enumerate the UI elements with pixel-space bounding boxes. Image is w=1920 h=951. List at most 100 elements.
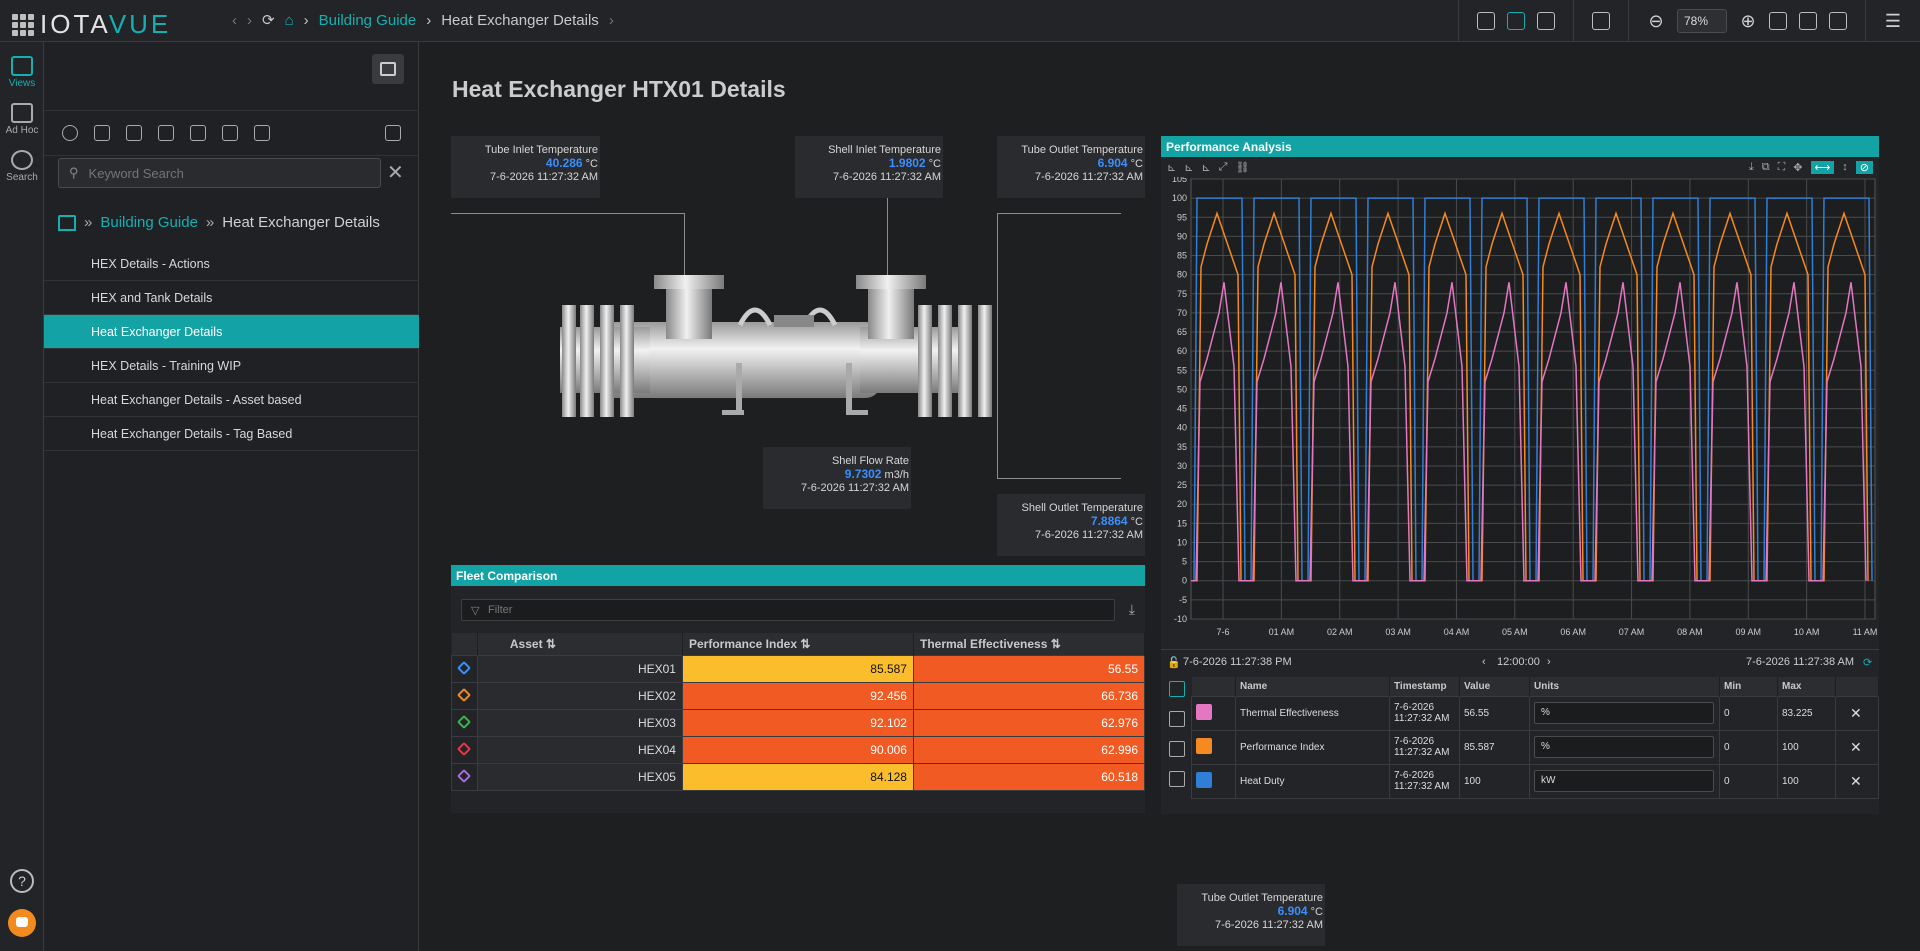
chevron-right-icon[interactable]: › bbox=[608, 11, 614, 29]
performance-chart[interactable]: -10 -5 0 5 10 15 20 25 30 35 40 45 50 55 60 65 70 75 80 85 9… bbox=[1161, 177, 1879, 647]
edit-list-icon[interactable] bbox=[222, 125, 238, 141]
refresh-icon[interactable]: ⟳ bbox=[262, 12, 275, 29]
back-icon[interactable]: ‹ bbox=[232, 11, 237, 29]
legend-row[interactable]: Performance Index 7-6-2026 11:27:32 AM 85.… bbox=[1191, 729, 1879, 765]
axis-icon[interactable]: ⊾ bbox=[1167, 161, 1177, 174]
shell-flow-callout[interactable]: Shell Flow Rate 9.7302 m3/h 7-6-2026 11:… bbox=[763, 447, 911, 509]
camera-icon[interactable] bbox=[1592, 12, 1610, 30]
color-cell[interactable] bbox=[1191, 729, 1236, 765]
search-input[interactable] bbox=[88, 165, 349, 181]
list-item[interactable]: Heat Exchanger Details - Tag Based bbox=[44, 417, 419, 451]
list-item[interactable]: HEX Details - Training WIP bbox=[44, 349, 419, 383]
close-icon[interactable]: ✕ bbox=[1850, 772, 1862, 789]
home-icon[interactable]: ⌂ bbox=[284, 11, 294, 29]
list-item[interactable]: HEX and Tank Details bbox=[44, 281, 419, 315]
zoom-in-icon[interactable]: ⊕ bbox=[1740, 10, 1756, 31]
trend-edit-icon[interactable]: ⤢ bbox=[1218, 160, 1228, 173]
table-row[interactable]: HEX04 90.006 62.996 bbox=[451, 735, 1146, 764]
table-row[interactable]: HEX01 85.587 56.55 bbox=[451, 654, 1146, 683]
list-item[interactable]: Heat Exchanger Details - Asset based bbox=[44, 383, 419, 417]
gear-icon[interactable] bbox=[1169, 771, 1185, 787]
download-icon[interactable]: ⤓ bbox=[1128, 601, 1135, 617]
presentation-icon[interactable] bbox=[1799, 12, 1817, 30]
rail-adhoc[interactable]: Ad Hoc bbox=[0, 103, 44, 136]
zoom-out-icon[interactable]: ⊖ bbox=[1648, 10, 1664, 31]
vertical-scale-icon[interactable]: ↕ bbox=[1842, 160, 1848, 173]
rail-search[interactable]: Search bbox=[0, 150, 44, 183]
interval[interactable]: 12:00:00 bbox=[1497, 656, 1540, 668]
tube-outlet-callout-2[interactable]: Tube Outlet Temperature 6.904 °C 7-6-202… bbox=[1177, 884, 1325, 946]
save-icon[interactable] bbox=[1537, 12, 1555, 30]
units-input[interactable]: % bbox=[1534, 736, 1714, 758]
list-icon[interactable] bbox=[254, 125, 270, 141]
units-input[interactable]: % bbox=[1534, 702, 1714, 724]
column-header-therm[interactable]: Thermal Effectiveness ⇅ bbox=[913, 633, 1146, 655]
avatar[interactable] bbox=[8, 909, 36, 937]
top-breadcrumb: ‹ › ⟳ ⌂ › Building Guide › Heat Exchange… bbox=[232, 11, 614, 30]
lock-icon[interactable]: 🔓 bbox=[1167, 657, 1181, 669]
column-header-perf[interactable]: Performance Index ⇅ bbox=[682, 633, 914, 655]
app-logo[interactable]: IOTAVUE bbox=[12, 9, 171, 40]
close-icon[interactable]: ✕ bbox=[1850, 704, 1862, 721]
left-rail: Views Ad Hoc Search ? bbox=[0, 42, 44, 951]
forward-icon[interactable]: › bbox=[247, 11, 252, 29]
sigma-icon[interactable] bbox=[1169, 741, 1185, 757]
menu-icon[interactable]: ☰ bbox=[1884, 10, 1902, 31]
close-icon[interactable]: ✕ bbox=[1850, 738, 1862, 755]
column-header-asset[interactable]: Asset ⇅ bbox=[477, 633, 683, 655]
legend-row[interactable]: Thermal Effectiveness 7-6-2026 11:27:32 A… bbox=[1191, 695, 1879, 731]
color-swatch[interactable] bbox=[1196, 771, 1212, 788]
breadcrumb-root[interactable]: Building Guide bbox=[318, 11, 417, 29]
table-row[interactable]: HEX05 84.128 60.518 bbox=[451, 762, 1146, 791]
axis-pan-icon[interactable]: ⊾ bbox=[1201, 161, 1211, 174]
filter-input[interactable]: Filter bbox=[461, 599, 1115, 621]
sidebar-breadcrumb-root[interactable]: Building Guide bbox=[100, 214, 198, 231]
shell-inlet-callout[interactable]: Shell Inlet Temperature 1.9802 °C 7-6-20… bbox=[795, 136, 943, 198]
download-icon[interactable]: ⤓ bbox=[1748, 160, 1754, 173]
list-item-selected[interactable]: Heat Exchanger Details bbox=[44, 315, 419, 349]
rail-views[interactable]: Views bbox=[0, 56, 44, 89]
help-icon[interactable]: ? bbox=[10, 869, 34, 893]
lock-icon[interactable] bbox=[158, 125, 174, 141]
live-icon[interactable]: ⊘ bbox=[1855, 160, 1873, 174]
legend-row[interactable]: Heat Duty 7-6-2026 11:27:32 AM 100 kW 0 100 ✕ bbox=[1191, 763, 1879, 799]
chevron-left-icon[interactable]: ‹ bbox=[1482, 656, 1486, 668]
table-row[interactable]: HEX02 92.456 66.736 bbox=[451, 681, 1146, 710]
close-icon[interactable]: ✕ bbox=[387, 162, 404, 184]
add-icon[interactable] bbox=[62, 125, 78, 141]
link-icon[interactable]: ⛓ bbox=[1235, 161, 1250, 174]
calendar-icon[interactable] bbox=[1477, 12, 1495, 30]
start-time[interactable]: 7-6-2026 11:27:38 PM bbox=[1183, 656, 1292, 668]
copy-icon[interactable]: ⧉ bbox=[1761, 160, 1770, 173]
color-cell[interactable] bbox=[1191, 763, 1236, 799]
lock-icon[interactable] bbox=[1507, 12, 1525, 30]
units-input[interactable]: kW bbox=[1534, 770, 1714, 792]
home-icon[interactable] bbox=[58, 214, 76, 231]
collapse-panel-button[interactable] bbox=[372, 54, 404, 84]
tube-inlet-callout[interactable]: Tube Inlet Temperature 40.286 °C 7-6-202… bbox=[451, 136, 600, 198]
refresh-icon[interactable]: ⟳ bbox=[1863, 657, 1873, 669]
settings-card-icon[interactable] bbox=[190, 125, 206, 141]
zoom-input[interactable]: 78% bbox=[1677, 9, 1727, 33]
save-icon[interactable] bbox=[126, 125, 142, 141]
axis-zoom-icon[interactable]: ⊾ bbox=[1184, 161, 1194, 174]
fit-screen-icon[interactable] bbox=[1769, 12, 1787, 30]
color-swatch[interactable] bbox=[1196, 703, 1212, 720]
color-swatch[interactable] bbox=[1196, 737, 1212, 754]
end-time[interactable]: 7-6-2026 11:27:38 AM bbox=[1746, 656, 1855, 668]
perf-cell: 92.102 bbox=[681, 708, 914, 737]
fullscreen-icon[interactable]: ⛶ bbox=[1777, 160, 1786, 173]
shell-outlet-callout[interactable]: Shell Outlet Temperature 7.8864 °C 7-6-2… bbox=[997, 494, 1145, 556]
chat-icon[interactable] bbox=[1829, 12, 1847, 30]
tube-outlet-callout[interactable]: Tube Outlet Temperature 6.904 °C 7-6-202… bbox=[997, 136, 1145, 198]
trash-icon[interactable] bbox=[385, 125, 401, 141]
legend-icon[interactable] bbox=[1169, 681, 1185, 697]
list-item[interactable]: HEX Details - Actions bbox=[44, 247, 419, 281]
color-cell[interactable] bbox=[1191, 695, 1236, 731]
move-icon[interactable]: ✥ bbox=[1793, 161, 1803, 174]
chevron-right-icon[interactable]: › bbox=[1547, 656, 1551, 668]
edit-icon[interactable] bbox=[94, 125, 110, 141]
table-row[interactable]: HEX03 92.102 62.976 bbox=[451, 708, 1146, 737]
horizontal-scale-icon[interactable]: ⟷ bbox=[1810, 160, 1835, 174]
grid-icon[interactable] bbox=[1169, 711, 1185, 727]
